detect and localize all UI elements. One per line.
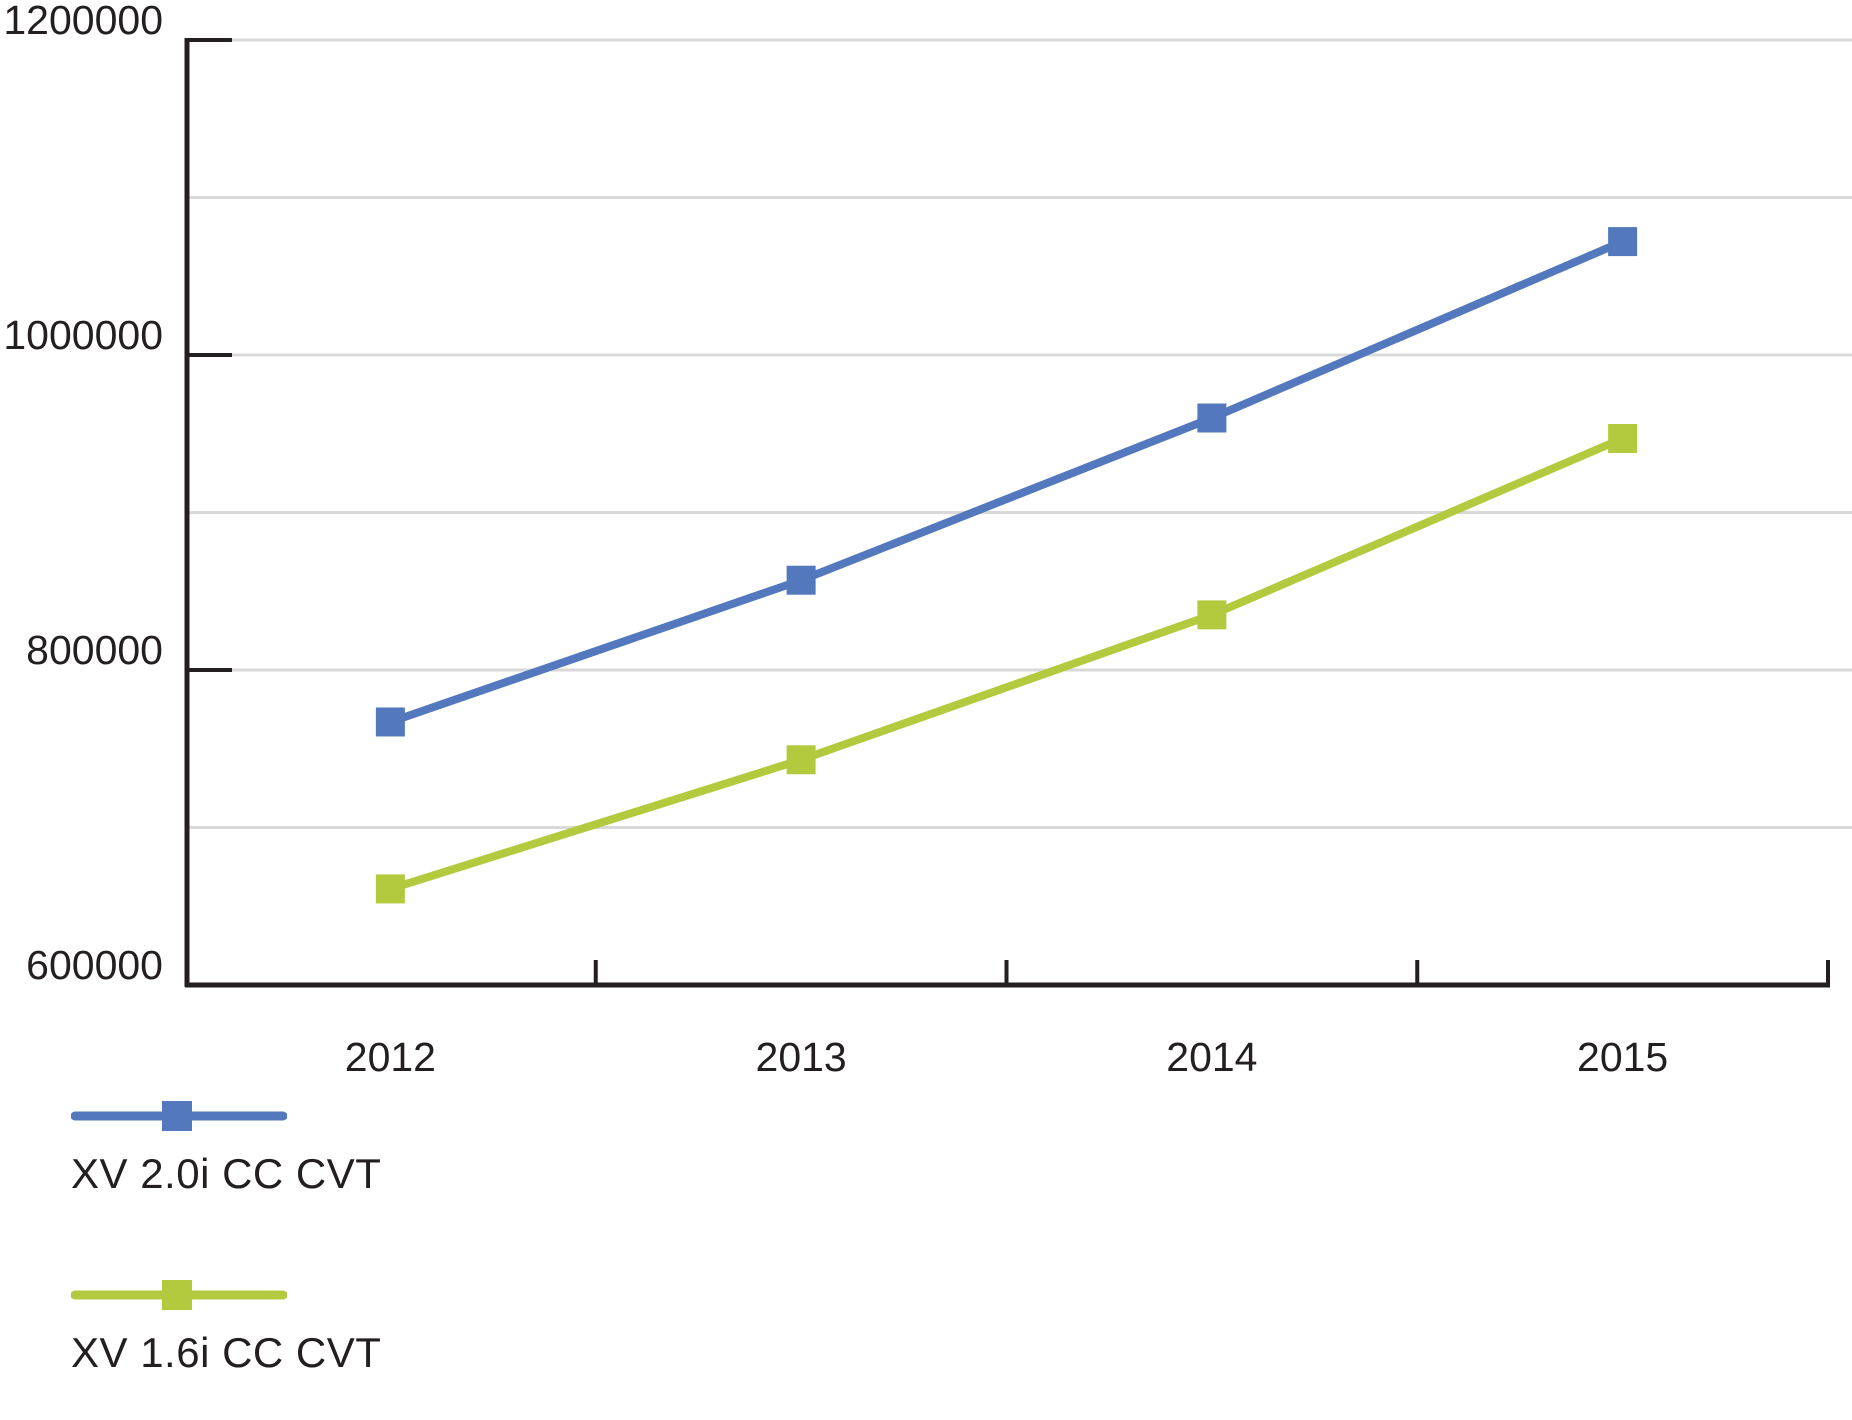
series-line-xv-2-0i-cc-cvt (389, 237, 1625, 726)
legend-line-marker-xv-1-6i-icon (71, 1280, 287, 1310)
x-axis-tick-label: 2015 (1577, 1034, 1668, 1080)
series-marker-xv-1-6i-cc-cvt-2015 (1608, 423, 1638, 453)
legend-label-xv-1-6i: XV 1.6i CC CVT (71, 1329, 382, 1376)
series-marker-xv-2-0i-cc-cvt-2013 (786, 565, 816, 595)
x-axis-tick-label: 2014 (1166, 1034, 1257, 1080)
x-axis-tick-label: 2013 (756, 1034, 847, 1080)
series-marker-xv-2-0i-cc-cvt-2015 (1608, 227, 1638, 257)
y-axis-tick-label: 1000000 (3, 312, 163, 358)
y-axis-tick-label: 1200000 (3, 0, 163, 43)
legend-item-xv-2-0i: XV 2.0i CC CVT (71, 1096, 381, 1198)
series-line-xv-1-6i-cc-cvt (389, 434, 1625, 893)
legend-label-xv-2-0i: XV 2.0i CC CVT (71, 1150, 382, 1197)
series-marker-xv-1-6i-cc-cvt-2013 (786, 745, 816, 775)
series-marker-xv-2-0i-cc-cvt-2014 (1197, 403, 1227, 433)
series-marker-xv-2-0i-cc-cvt-2012 (375, 707, 405, 737)
y-axis-tick-label: 600000 (26, 942, 163, 988)
y-axis-tick-label: 800000 (26, 627, 163, 673)
legend-item-xv-1-6i: XV 1.6i CC CVT (71, 1275, 381, 1377)
series-marker-xv-1-6i-cc-cvt-2012 (375, 874, 405, 904)
series-marker-xv-1-6i-cc-cvt-2014 (1197, 600, 1227, 630)
x-axis-tick-label: 2012 (345, 1034, 436, 1080)
legend-line-marker-xv-2-0i-icon (71, 1101, 287, 1131)
